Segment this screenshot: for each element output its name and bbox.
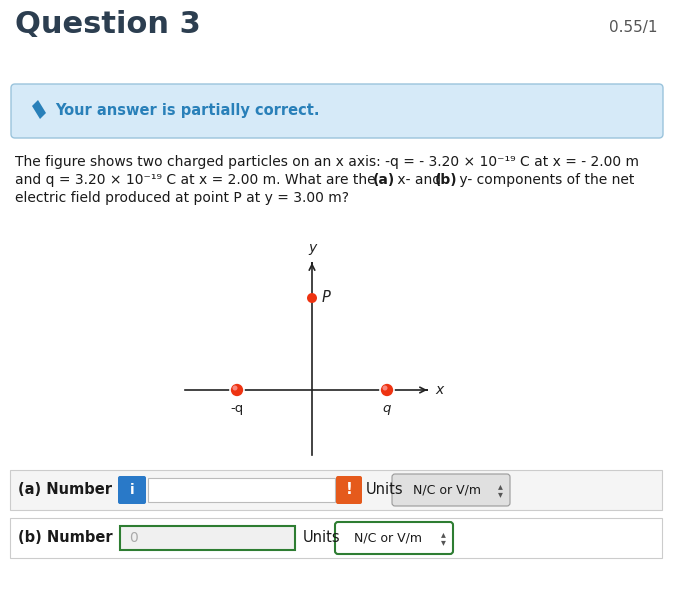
Text: P: P xyxy=(322,291,331,306)
Text: 0: 0 xyxy=(129,531,137,545)
Text: q: q xyxy=(383,402,391,415)
Text: The figure shows two charged particles on an x axis: -q = - 3.20 × 10⁻¹⁹ C at x : The figure shows two charged particles o… xyxy=(15,155,639,169)
Circle shape xyxy=(233,385,237,391)
Text: Units: Units xyxy=(366,483,404,498)
Text: !: ! xyxy=(346,483,353,498)
Text: N/C or V/m: N/C or V/m xyxy=(354,532,422,544)
Text: N/C or V/m: N/C or V/m xyxy=(413,483,481,496)
Circle shape xyxy=(307,293,317,303)
Text: y: y xyxy=(308,241,316,255)
Text: x- and: x- and xyxy=(393,173,446,187)
Text: (b): (b) xyxy=(435,173,458,187)
Text: Units: Units xyxy=(303,530,340,545)
FancyBboxPatch shape xyxy=(148,478,335,502)
Text: (a): (a) xyxy=(373,173,395,187)
Text: (a) Number: (a) Number xyxy=(18,483,112,498)
Text: ▴
▾: ▴ ▾ xyxy=(497,481,502,499)
Text: y- components of the net: y- components of the net xyxy=(455,173,634,187)
Text: x: x xyxy=(435,383,443,397)
Text: and q = 3.20 × 10⁻¹⁹ C at x = 2.00 m. What are the: and q = 3.20 × 10⁻¹⁹ C at x = 2.00 m. Wh… xyxy=(15,173,380,187)
FancyBboxPatch shape xyxy=(11,84,663,138)
Text: i: i xyxy=(129,483,134,497)
Text: Your answer is partially correct.: Your answer is partially correct. xyxy=(55,103,319,118)
Polygon shape xyxy=(32,100,46,119)
Circle shape xyxy=(383,385,388,391)
Text: 0.55/1: 0.55/1 xyxy=(609,20,658,35)
Text: electric field produced at point P at y = 3.00 m?: electric field produced at point P at y … xyxy=(15,191,349,205)
FancyBboxPatch shape xyxy=(120,526,295,550)
Circle shape xyxy=(230,383,244,397)
Circle shape xyxy=(380,383,394,397)
Text: (b) Number: (b) Number xyxy=(18,530,113,545)
FancyBboxPatch shape xyxy=(336,476,362,504)
FancyBboxPatch shape xyxy=(335,522,453,554)
Text: ▴
▾: ▴ ▾ xyxy=(441,528,446,547)
Text: Question 3: Question 3 xyxy=(15,10,201,39)
FancyBboxPatch shape xyxy=(10,470,662,510)
FancyBboxPatch shape xyxy=(392,474,510,506)
FancyBboxPatch shape xyxy=(118,476,146,504)
FancyBboxPatch shape xyxy=(10,518,662,558)
Text: -q: -q xyxy=(231,402,243,415)
